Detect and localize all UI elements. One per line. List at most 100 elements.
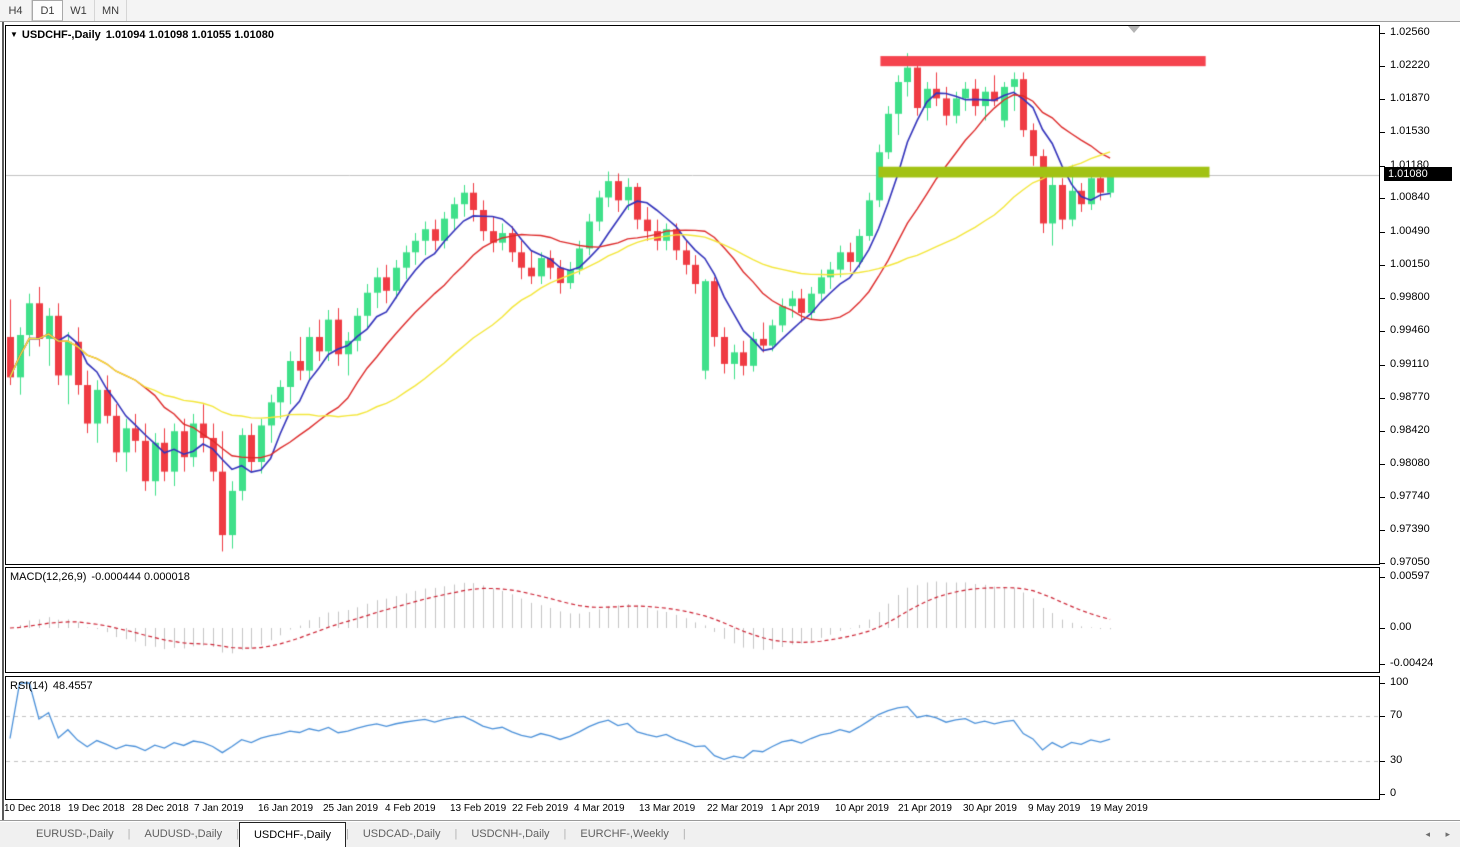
tick-mark [1380, 664, 1385, 666]
tick-mark [1380, 431, 1385, 433]
date-label: 19 May 2019 [1090, 803, 1148, 814]
tick-mark [1380, 364, 1385, 366]
price-tick-label: 0.97050 [1390, 556, 1430, 568]
tab-separator: | [236, 828, 239, 840]
rsi-label-row: RSI(14) 48.4557 [10, 680, 93, 692]
date-label: 16 Jan 2019 [258, 803, 314, 814]
macd-label: MACD(12,26,9) [10, 571, 87, 583]
rsi-tick-label: 100 [1390, 676, 1409, 688]
chart-collapse-icon[interactable]: ▼ [10, 30, 18, 39]
date-label: 30 Apr 2019 [963, 803, 1017, 814]
date-label: 9 May 2019 [1028, 803, 1081, 814]
macd-values: -0.000444 0.000018 [91, 571, 190, 583]
tab-separator: | [563, 828, 567, 840]
tab-separator: | [127, 828, 131, 840]
tab-separator: | [345, 828, 349, 840]
date-label: 28 Dec 2018 [132, 803, 189, 814]
date-label: 4 Feb 2019 [385, 803, 436, 814]
price-tick-label: 1.00490 [1390, 225, 1430, 238]
tab-separator: | [454, 828, 458, 840]
tick-mark [1380, 232, 1385, 234]
current-price-badge: 1.01080 [1384, 167, 1452, 182]
chart-tab-usdcnh[interactable]: USDCNH-,Daily [471, 828, 550, 840]
tick-mark [1380, 298, 1385, 300]
rsi-pane: RSI(14) 48.4557 [5, 676, 1380, 800]
date-label: 13 Mar 2019 [639, 803, 696, 814]
date-label: 22 Feb 2019 [512, 803, 569, 814]
price-axis[interactable]: 1.02560 1.02220 1.01870 1.01530 1.01180 1.008… [1380, 22, 1460, 812]
date-label: 10 Dec 2018 [4, 803, 61, 814]
tick-mark [1380, 65, 1385, 67]
macd-label-row: MACD(12,26,9) -0.000444 0.000018 [10, 571, 190, 583]
price-tick-label: 0.98420 [1390, 424, 1430, 437]
macd-pane: MACD(12,26,9) -0.000444 0.000018 [5, 567, 1380, 673]
price-tick-label: 0.99460 [1390, 324, 1430, 337]
tab-list: EURUSD-,Daily | AUDUSD-,Daily | USDCHF-,Dail… [22, 821, 686, 847]
price-tick-label: 0.99110 [1390, 357, 1429, 370]
tick-mark [1380, 628, 1385, 629]
timeframe-button-h4[interactable]: H4 [0, 0, 32, 21]
tick-mark [1380, 530, 1385, 532]
price-tick-label: 1.01870 [1390, 92, 1430, 105]
tick-mark [1380, 576, 1385, 578]
chart-tab-eurchf[interactable]: EURCHF-,Weekly [580, 828, 669, 840]
tab-scroll-right-icon[interactable]: ▸ [1445, 829, 1450, 839]
date-label: 22 Mar 2019 [707, 803, 764, 814]
tick-mark [1380, 264, 1385, 266]
chart-tab-usdchf[interactable]: USDCHF-,Daily [238, 822, 346, 847]
chart-tab-audusd[interactable]: AUDUSD-,Daily [144, 828, 223, 840]
chart-tab-usdcad[interactable]: USDCAD-,Daily [362, 828, 441, 840]
main-chart-canvas[interactable] [6, 26, 1379, 564]
chart-ohlc-values: 1.01094 1.01098 1.01055 1.01080 [105, 29, 274, 41]
tick-mark [1380, 33, 1385, 34]
macd-tick-label: 0.00597 [1390, 569, 1430, 582]
tick-mark [1380, 463, 1385, 465]
timeframe-button-w1[interactable]: W1 [63, 0, 95, 21]
date-axis[interactable]: 10 Dec 2018 19 Dec 2018 28 Dec 2018 7 Jan 2… [0, 801, 1380, 819]
price-tick-label: 0.98080 [1390, 456, 1430, 469]
rsi-tick-label: 0 [1390, 787, 1397, 799]
chart-tab-eurusd[interactable]: EURUSD-,Daily [36, 828, 114, 840]
tab-scroll-left-icon[interactable]: ◂ [1425, 829, 1430, 839]
tick-mark [1380, 760, 1385, 762]
price-tick-label: 0.97740 [1390, 489, 1430, 502]
date-label: 19 Dec 2018 [68, 803, 125, 814]
timeframe-button-d1[interactable]: D1 [32, 0, 63, 21]
tab-bar: EURUSD-,Daily | AUDUSD-,Daily | USDCHF-,Dail… [0, 820, 1460, 847]
price-tick-label: 0.99800 [1390, 291, 1430, 304]
rsi-label: RSI(14) [10, 680, 48, 692]
main-chart-pane: ▼ USDCHF-,Daily 1.01094 1.01098 1.01055 1.… [5, 25, 1380, 565]
tick-mark [1380, 132, 1385, 134]
timeframe-button-mn[interactable]: MN [95, 0, 127, 21]
rsi-canvas[interactable] [6, 677, 1379, 799]
tick-mark [1380, 99, 1385, 101]
rsi-tick-label: 30 [1390, 753, 1403, 766]
price-tick-label: 0.98770 [1390, 390, 1430, 403]
chart-title: ▼ USDCHF-,Daily 1.01094 1.01098 1.01055 1.… [10, 29, 274, 41]
tick-mark [1380, 165, 1385, 167]
tick-mark [1380, 496, 1385, 498]
chart-shift-marker-icon [1128, 26, 1140, 33]
rsi-tick-label: 70 [1390, 709, 1403, 722]
price-tick-label: 1.00840 [1390, 191, 1430, 204]
date-label: 7 Jan 2019 [194, 803, 244, 814]
chart-symbol-title: USDCHF-,Daily [21, 29, 101, 41]
price-tick-label: 1.01530 [1390, 125, 1430, 138]
price-tick-label: 1.02560 [1390, 26, 1430, 38]
date-label: 13 Feb 2019 [450, 803, 507, 814]
macd-tick-label: -0.00424 [1390, 657, 1434, 670]
macd-canvas[interactable] [6, 568, 1379, 672]
tick-mark [1380, 563, 1385, 564]
tick-mark [1380, 198, 1385, 200]
price-tick-label: 1.02220 [1390, 58, 1430, 71]
window-left-border [2, 22, 4, 820]
date-label: 1 Apr 2019 [771, 803, 820, 814]
price-tick-label: 0.97390 [1390, 523, 1430, 536]
date-label: 4 Mar 2019 [574, 803, 625, 814]
tick-mark [1380, 397, 1385, 399]
price-tick-label: 1.00150 [1390, 257, 1430, 270]
tick-mark [1380, 716, 1385, 718]
tick-mark [1380, 794, 1385, 795]
rsi-value: 48.4557 [52, 680, 93, 692]
